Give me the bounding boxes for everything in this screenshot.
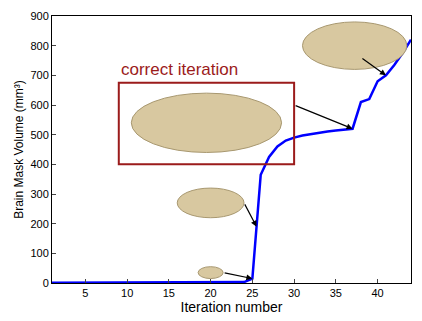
svg-text:900: 900 [30,10,48,22]
svg-text:100: 100 [30,247,48,259]
svg-text:30: 30 [288,287,300,299]
svg-text:40: 40 [371,287,383,299]
svg-text:10: 10 [121,287,133,299]
svg-text:300: 300 [30,188,48,200]
svg-text:400: 400 [30,158,48,170]
svg-text:20: 20 [205,287,217,299]
svg-text:0: 0 [43,277,49,289]
svg-text:15: 15 [163,287,175,299]
svg-text:Brain Mask Volume (mm³): Brain Mask Volume (mm³) [12,80,26,219]
svg-text:correct iteration: correct iteration [121,60,238,79]
svg-text:500: 500 [30,129,48,141]
svg-text:Iteration number: Iteration number [181,299,283,315]
svg-text:800: 800 [30,40,48,52]
svg-text:200: 200 [30,218,48,230]
svg-text:25: 25 [246,287,258,299]
svg-text:700: 700 [30,69,48,81]
svg-text:35: 35 [330,287,342,299]
svg-text:5: 5 [82,287,88,299]
svg-text:600: 600 [30,99,48,111]
